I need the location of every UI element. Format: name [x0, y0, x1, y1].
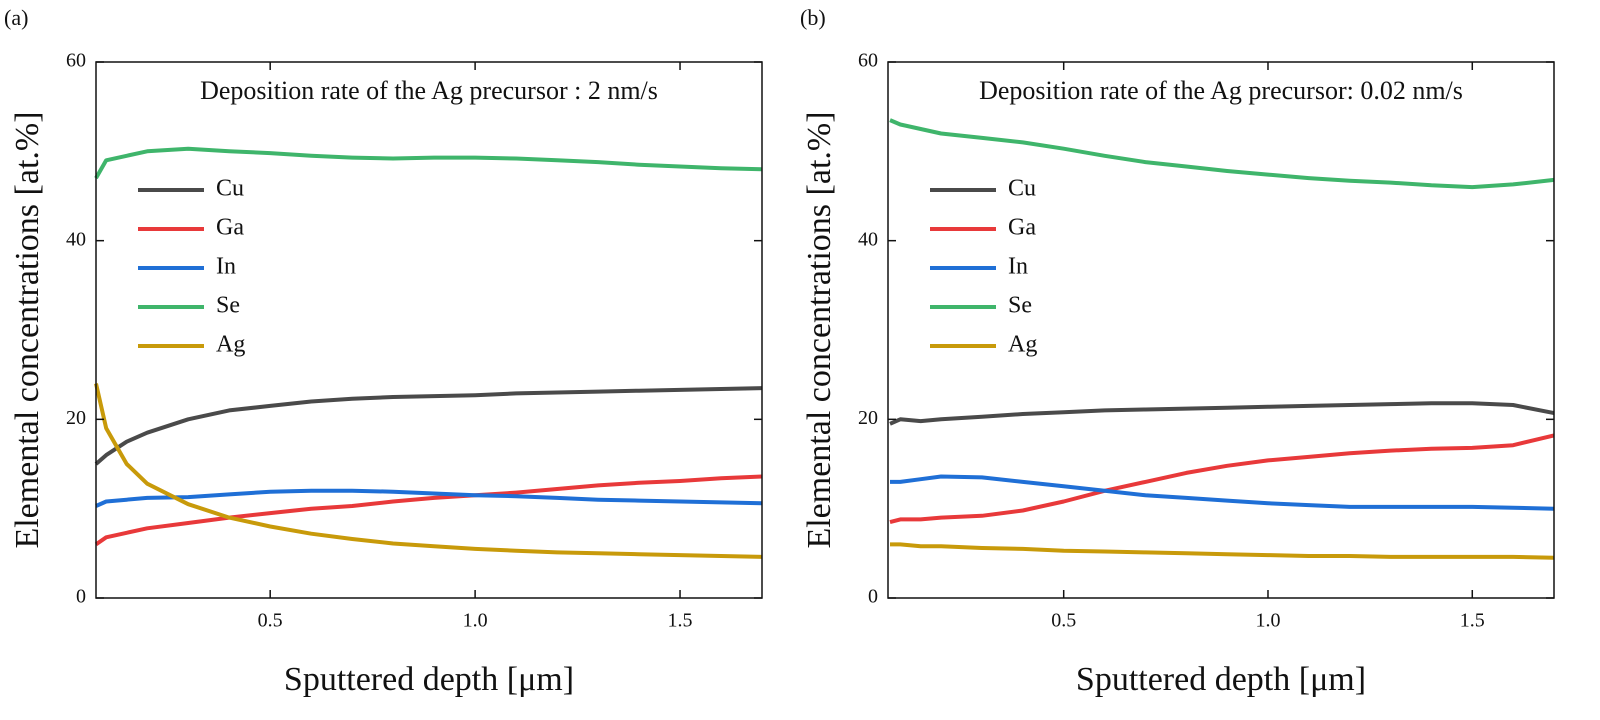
legend-label: Cu	[1008, 176, 1036, 202]
data-line	[95, 488, 763, 508]
annotation: Deposition rate of the Ag precursor : 2 …	[200, 76, 658, 105]
data-line	[94, 386, 763, 466]
panel: (b) 0 20 40 60 0.5 1.0 1.5 Deposition rate of th…	[800, 5, 1555, 698]
data-line	[889, 433, 1555, 525]
legend-label: Ag	[1008, 332, 1037, 358]
y-tick-label: 0	[76, 586, 86, 608]
y-tick-label: 40	[858, 228, 878, 250]
data-line	[94, 474, 763, 547]
panel: (a) 0 20 40 60 0.5 1.0 1.5 Deposition rate of th…	[4, 5, 763, 698]
legend-label: Ga	[216, 215, 244, 241]
x-tick-label: 1.5	[1460, 610, 1485, 632]
y-tick-label: 60	[66, 50, 86, 72]
y-axis-label: Elemental concentrations [at.%]	[801, 111, 838, 548]
legend-label: Se	[1008, 293, 1032, 319]
y-tick-label: 60	[858, 50, 878, 72]
plot-frame	[887, 61, 1555, 599]
data-line	[94, 383, 763, 559]
y-tick-label: 20	[858, 407, 878, 429]
legend-label: Ga	[1008, 215, 1036, 241]
data-line	[889, 118, 1555, 190]
plot-frame	[95, 61, 763, 599]
data-line	[890, 474, 1555, 511]
x-axis-label: Sputtered depth [μm]	[1076, 661, 1366, 698]
x-tick-label: 1.0	[463, 610, 488, 632]
y-axis-label: Elemental concentrations [at.%]	[9, 111, 46, 548]
panel-label: (a)	[4, 5, 28, 30]
annotation: Deposition rate of the Ag precursor: 0.0…	[979, 76, 1463, 105]
legend-label: Ag	[216, 332, 245, 358]
legend-label: Cu	[216, 176, 244, 202]
data-line	[890, 542, 1555, 560]
panel-label: (b)	[800, 5, 826, 30]
data-line	[94, 146, 763, 180]
x-tick-label: 0.5	[258, 610, 283, 632]
legend-label: In	[216, 254, 236, 280]
x-tick-label: 1.0	[1255, 610, 1280, 632]
legend-label: In	[1008, 254, 1028, 280]
y-tick-label: 20	[66, 407, 86, 429]
x-tick-label: 1.5	[668, 610, 693, 632]
data-line	[889, 401, 1555, 426]
y-tick-label: 40	[66, 228, 86, 250]
y-tick-label: 0	[868, 586, 878, 608]
x-axis-label: Sputtered depth [μm]	[284, 661, 574, 698]
legend-label: Se	[216, 293, 240, 319]
x-tick-label: 0.5	[1051, 610, 1076, 632]
